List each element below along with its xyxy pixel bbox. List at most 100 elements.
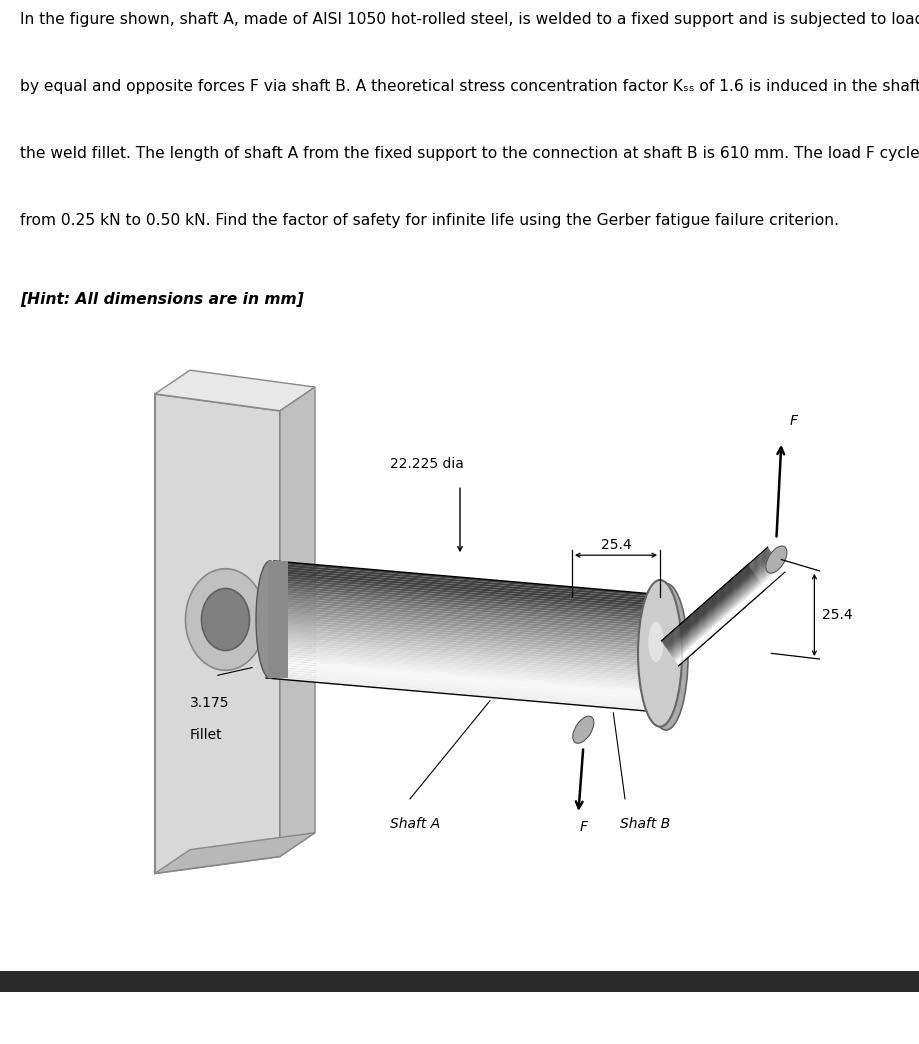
Polygon shape: [270, 613, 660, 648]
Polygon shape: [664, 551, 770, 645]
Polygon shape: [661, 565, 748, 642]
Polygon shape: [661, 547, 767, 641]
Polygon shape: [672, 580, 758, 657]
Text: Fillet: Fillet: [190, 728, 222, 742]
Text: In the figure shown, shaft A, made of AISI 1050 hot-rolled steel, is welded to a: In the figure shown, shaft A, made of AI…: [20, 11, 919, 27]
Polygon shape: [672, 580, 759, 658]
Polygon shape: [675, 585, 762, 662]
Polygon shape: [666, 555, 773, 649]
Polygon shape: [674, 584, 761, 660]
Polygon shape: [671, 562, 777, 657]
Polygon shape: [268, 638, 658, 674]
Polygon shape: [675, 568, 781, 662]
Polygon shape: [273, 573, 663, 609]
Polygon shape: [673, 564, 779, 659]
Polygon shape: [671, 578, 757, 656]
Polygon shape: [270, 606, 660, 642]
Polygon shape: [677, 571, 784, 666]
Text: [Hint: All dimensions are in mm]: [Hint: All dimensions are in mm]: [20, 292, 303, 307]
Text: F: F: [789, 414, 797, 428]
Polygon shape: [272, 579, 662, 616]
Polygon shape: [269, 617, 660, 654]
Polygon shape: [154, 394, 279, 874]
Polygon shape: [269, 619, 659, 656]
Polygon shape: [663, 567, 749, 644]
Polygon shape: [666, 572, 753, 649]
Polygon shape: [667, 556, 774, 650]
Polygon shape: [274, 561, 664, 597]
Polygon shape: [279, 387, 314, 856]
Polygon shape: [663, 568, 750, 644]
Polygon shape: [667, 574, 754, 650]
Text: Shaft B: Shaft B: [619, 816, 670, 831]
Polygon shape: [666, 572, 754, 649]
Polygon shape: [271, 600, 661, 637]
Polygon shape: [673, 565, 780, 660]
Polygon shape: [676, 570, 783, 664]
Polygon shape: [664, 568, 750, 645]
Polygon shape: [154, 833, 314, 874]
Text: from 0.25 kN to 0.50 kN. Find the factor of safety for infinite life using the G: from 0.25 kN to 0.50 kN. Find the factor…: [20, 213, 838, 229]
Polygon shape: [666, 555, 774, 650]
Polygon shape: [664, 569, 751, 646]
Polygon shape: [672, 564, 778, 658]
Polygon shape: [667, 557, 774, 651]
Polygon shape: [154, 371, 314, 410]
Text: 25.4: 25.4: [822, 608, 852, 622]
Polygon shape: [271, 603, 661, 639]
Polygon shape: [676, 588, 764, 665]
Text: 3.175: 3.175: [190, 695, 229, 710]
Polygon shape: [267, 657, 657, 693]
Polygon shape: [269, 626, 659, 663]
Polygon shape: [271, 591, 661, 627]
Polygon shape: [272, 587, 662, 623]
Polygon shape: [273, 570, 663, 607]
Polygon shape: [674, 567, 781, 661]
Polygon shape: [669, 560, 776, 654]
Polygon shape: [673, 582, 759, 659]
Polygon shape: [268, 641, 658, 677]
Ellipse shape: [765, 546, 786, 573]
Text: by equal and opposite forces F via shaft B. A theoretical stress concentration f: by equal and opposite forces F via shaft…: [20, 79, 919, 94]
Polygon shape: [669, 559, 776, 654]
Polygon shape: [271, 594, 661, 630]
Polygon shape: [665, 571, 752, 647]
Polygon shape: [662, 549, 768, 643]
Polygon shape: [268, 643, 658, 679]
Polygon shape: [672, 563, 778, 657]
Text: F: F: [579, 820, 586, 834]
Polygon shape: [269, 622, 659, 658]
Polygon shape: [673, 583, 760, 660]
Polygon shape: [668, 575, 755, 652]
Polygon shape: [673, 565, 779, 659]
Polygon shape: [671, 579, 758, 657]
Polygon shape: [677, 589, 765, 666]
Polygon shape: [664, 569, 751, 646]
Ellipse shape: [573, 716, 593, 743]
Polygon shape: [669, 577, 756, 654]
Polygon shape: [267, 662, 656, 697]
Polygon shape: [273, 566, 663, 602]
Polygon shape: [674, 566, 780, 660]
Ellipse shape: [637, 580, 681, 727]
Polygon shape: [664, 552, 771, 647]
Polygon shape: [670, 577, 756, 655]
Polygon shape: [0, 972, 919, 992]
Polygon shape: [675, 587, 763, 663]
Polygon shape: [670, 561, 777, 656]
Polygon shape: [272, 583, 662, 618]
Text: Shaft A: Shaft A: [390, 816, 440, 831]
Polygon shape: [664, 551, 770, 646]
Polygon shape: [268, 636, 658, 672]
Ellipse shape: [643, 584, 687, 730]
Ellipse shape: [255, 561, 284, 679]
Polygon shape: [677, 588, 764, 665]
Polygon shape: [272, 589, 662, 625]
Polygon shape: [269, 628, 659, 665]
Polygon shape: [272, 585, 662, 620]
Polygon shape: [668, 557, 775, 652]
Polygon shape: [270, 610, 660, 646]
Polygon shape: [671, 562, 777, 656]
Polygon shape: [267, 561, 288, 679]
Polygon shape: [662, 548, 768, 643]
